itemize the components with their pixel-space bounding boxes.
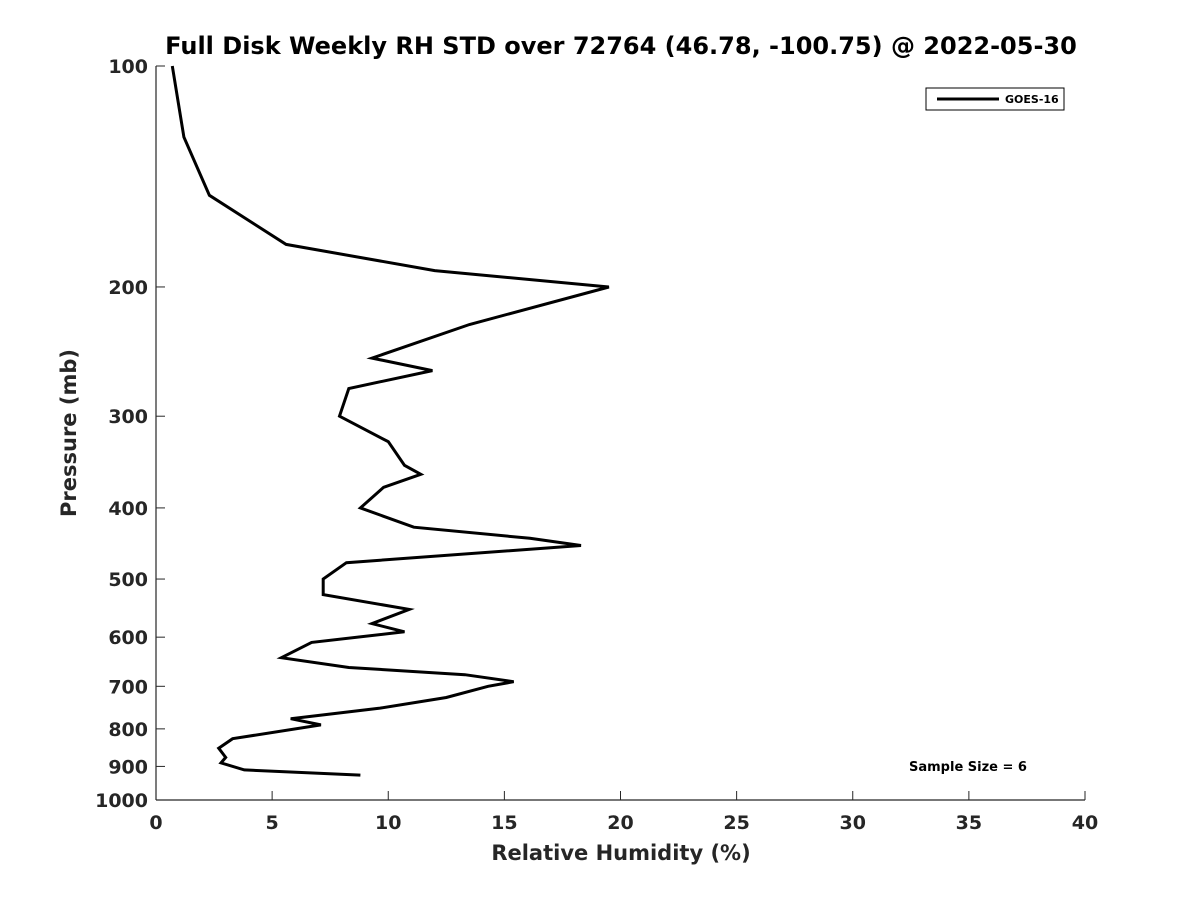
x-tick-label: 0 — [149, 812, 162, 834]
y-axis-label: Pressure (mb) — [57, 349, 81, 517]
y-tick-label: 700 — [108, 676, 148, 698]
chart-title: Full Disk Weekly RH STD over 72764 (46.7… — [165, 32, 1077, 60]
x-tick-label: 15 — [491, 812, 517, 834]
axes: 0 5 10 15 20 25 30 35 40 100 200 300 400 500 600 700 800… — [95, 56, 1098, 834]
x-tick-label: 10 — [375, 812, 401, 834]
x-tick-label: 30 — [840, 812, 866, 834]
y-tick-label: 200 — [108, 277, 148, 299]
y-tick-label: 100 — [108, 56, 148, 78]
y-tick-label: 800 — [108, 719, 148, 741]
x-axis-label: Relative Humidity (%) — [491, 841, 750, 865]
x-tick-label: 40 — [1072, 812, 1098, 834]
series-line-goes-16 — [170, 65, 610, 777]
x-tick-label: 20 — [607, 812, 633, 834]
legend-label-goes-16: GOES-16 — [1005, 93, 1059, 106]
x-tick-label: 5 — [266, 812, 279, 834]
plot-area — [170, 65, 610, 777]
y-tick-label: 900 — [108, 756, 148, 778]
x-tick-label: 25 — [723, 812, 749, 834]
y-tick-label: 300 — [108, 406, 148, 428]
y-tick-label: 400 — [108, 498, 148, 520]
y-tick-label: 1000 — [95, 790, 148, 812]
sample-size-annotation: Sample Size = 6 — [909, 760, 1027, 775]
legend: GOES-16 — [925, 87, 1065, 111]
y-tick-label: 500 — [108, 569, 148, 591]
y-tick-label: 600 — [108, 627, 148, 649]
x-tick-label: 35 — [956, 812, 982, 834]
